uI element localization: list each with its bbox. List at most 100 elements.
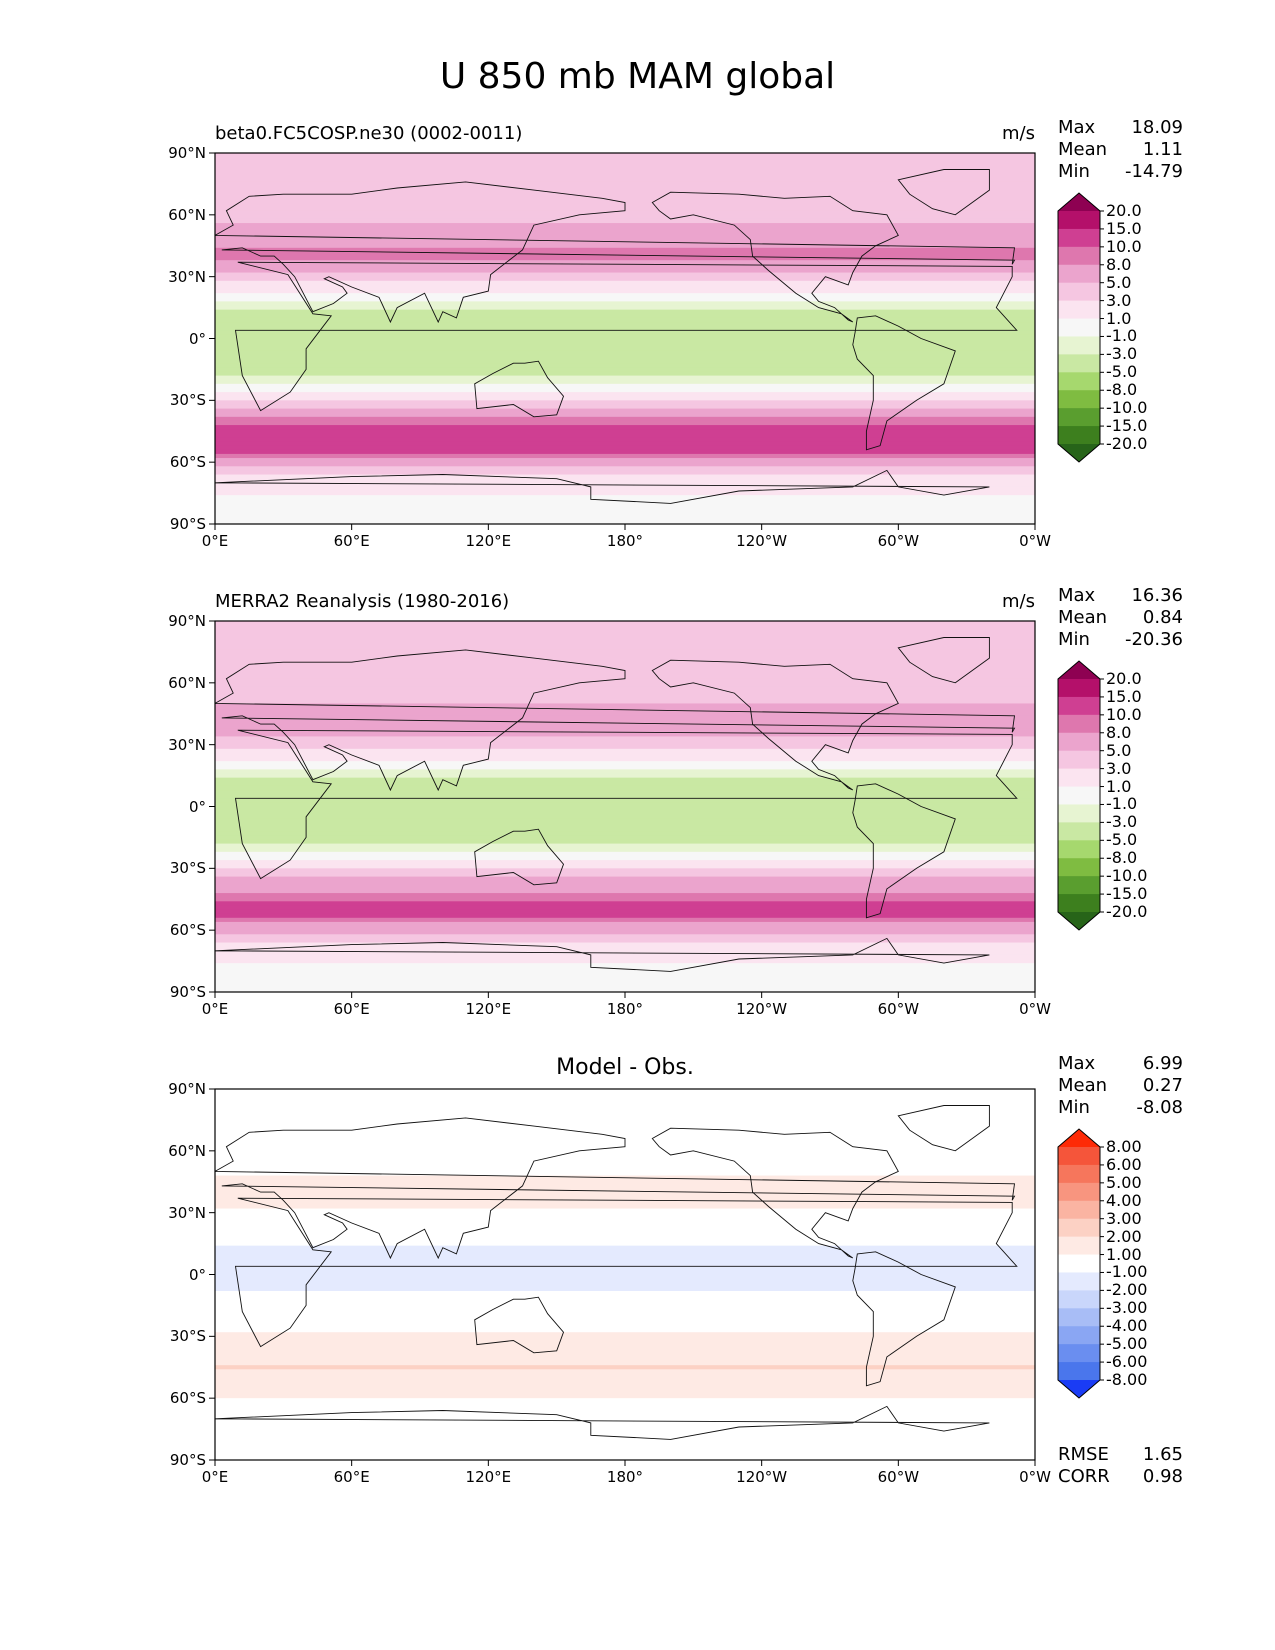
stat-label-mean: Mean [1058, 607, 1108, 628]
zonal-band [215, 1332, 1035, 1337]
units-label: m/s [1002, 591, 1035, 612]
colorbar [1057, 660, 1104, 931]
zonal-band [215, 963, 1035, 968]
zonal-band [215, 1212, 1035, 1218]
zonal-band [215, 921, 1035, 927]
panel-2 [209, 620, 1104, 998]
zonal-band [215, 678, 1035, 684]
zonal-band [215, 1356, 1035, 1362]
colorbar-extend-min [1058, 1380, 1100, 1398]
stat-label-max: Max [1058, 585, 1096, 606]
colorbar-tick-label: -5.0 [1106, 830, 1138, 850]
zonal-band [215, 1406, 1035, 1412]
coastline [215, 937, 990, 992]
zonal-band [215, 831, 1035, 836]
zonal-band [215, 289, 1035, 294]
stat-value-mean: 1.11 [1142, 139, 1183, 160]
zonal-band [215, 515, 1035, 521]
zonal-band [215, 1295, 1035, 1300]
zonal-band [215, 359, 1035, 364]
zonal-band [215, 1262, 1035, 1267]
colorbar-segment [1058, 228, 1100, 248]
zonal-band [215, 161, 1035, 166]
zonal-band [215, 1307, 1035, 1313]
zonal-band [215, 313, 1035, 319]
zonal-band [215, 1220, 1035, 1226]
colorbar-extend-max [1058, 1129, 1100, 1147]
colorbar-tick-label: -5.00 [1106, 1334, 1148, 1354]
colorbar [1057, 1128, 1104, 1399]
x-tick-label: 180° [606, 1468, 644, 1486]
zonal-band [215, 926, 1035, 931]
zonal-band [215, 884, 1035, 890]
x-tick-label: 60°W [877, 532, 920, 550]
colorbar-tick-label: 1.0 [1106, 776, 1132, 796]
colorbar-extend-min [1058, 444, 1100, 462]
zonal-band [215, 383, 1035, 389]
colorbar-segment [1058, 354, 1100, 373]
coastline [852, 783, 956, 919]
colorbar-extend-max [1058, 661, 1100, 679]
zonal-band [215, 301, 1035, 307]
stat-label-corr: CORR [1058, 1466, 1110, 1487]
zonal-band [215, 354, 1035, 360]
zonal-band [215, 499, 1035, 504]
zonal-band [215, 1340, 1035, 1346]
zonal-band [215, 194, 1035, 199]
panel-title: Model - Obs. [556, 1055, 694, 1080]
colorbar-tick-label: -3.0 [1106, 344, 1138, 364]
zonal-band [215, 363, 1035, 368]
x-tick-label: 60°E [333, 532, 370, 550]
zonal-band [215, 625, 1035, 630]
zonal-band [215, 519, 1035, 524]
zonal-band [215, 728, 1035, 733]
colorbar-segment [1058, 696, 1100, 716]
zonal-band [215, 284, 1035, 290]
y-tick-label: 90°S [169, 515, 206, 533]
colorbar-tick-label: -20.0 [1106, 434, 1148, 453]
zonal-band [215, 1105, 1035, 1111]
zonal-band [215, 507, 1035, 513]
zonal-band [215, 975, 1035, 981]
zonal-band [215, 905, 1035, 911]
zonal-band [215, 1117, 1035, 1123]
zonal-band [215, 810, 1035, 816]
zonal-band [215, 429, 1035, 434]
colorbar-tick-label: 15.0 [1106, 686, 1142, 706]
zonal-band [215, 503, 1035, 509]
colorbar-segment [1058, 1218, 1100, 1238]
colorbar-tick-label: -8.00 [1106, 1370, 1148, 1389]
y-tick-label: 30°S [169, 859, 206, 878]
colorbar-tick-label: 3.00 [1106, 1208, 1142, 1228]
zonal-band [215, 420, 1035, 426]
colorbar-segment [1058, 822, 1100, 841]
zonal-band [215, 855, 1035, 861]
zonal-band [215, 1183, 1035, 1189]
zonal-band [215, 322, 1035, 327]
zonal-band [215, 757, 1035, 762]
zonal-band [215, 1192, 1035, 1197]
stat-value-max: 18.09 [1131, 117, 1183, 138]
y-tick-label: 30°N [168, 1203, 206, 1222]
zonal-band [215, 280, 1035, 286]
zonal-band [215, 367, 1035, 373]
zonal-band [215, 1229, 1035, 1234]
zonal-band [215, 1113, 1035, 1119]
stat-value-max: 16.36 [1131, 585, 1183, 606]
zonal-band [215, 462, 1035, 467]
zonal-band [215, 769, 1035, 775]
colorbar-tick-label: 4.00 [1106, 1190, 1142, 1210]
colorbar-tick-label: 10.0 [1106, 236, 1142, 256]
zonal-band [215, 934, 1035, 940]
zonal-band [215, 243, 1035, 249]
x-tick-label: 120°E [465, 1468, 512, 1486]
zonal-band [215, 645, 1035, 651]
stat-label-mean: Mean [1058, 139, 1108, 160]
zonal-band [215, 1323, 1035, 1329]
zonal-band [215, 330, 1035, 335]
zonal-band [215, 1126, 1035, 1131]
zonal-band [215, 1258, 1035, 1263]
coastline [215, 1117, 1016, 1260]
zonal-band [215, 198, 1035, 204]
zonal-band [215, 453, 1035, 459]
